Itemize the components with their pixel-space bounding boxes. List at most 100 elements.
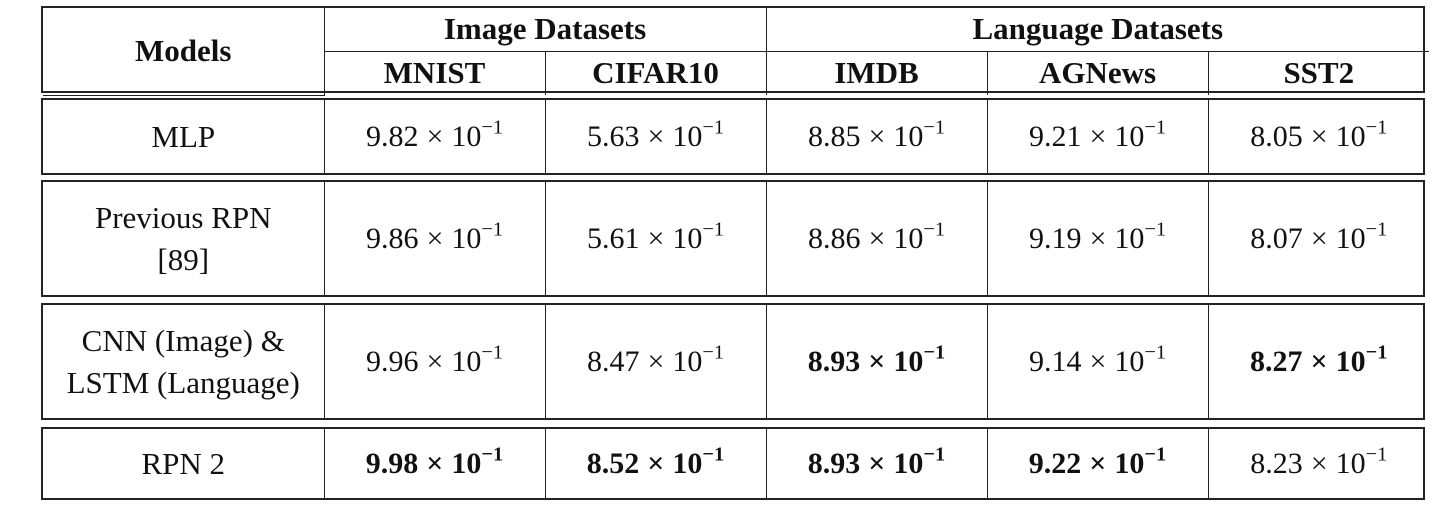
- metric-cell: 8.85 × 10−1: [765, 100, 988, 173]
- times-symbol: ×: [1089, 221, 1107, 255]
- model-name-cell: RPN 2: [43, 429, 325, 498]
- column-header-sst2: SST2: [1207, 50, 1430, 95]
- row-table: MLP 9.82 × 10−1 5.63 × 10−1 8.85 × 10−1 9.21 × 10−1 8…: [43, 100, 1429, 173]
- metric-base: 10: [451, 119, 482, 153]
- metric-cell: 8.93 × 10−1: [765, 305, 988, 418]
- metric-base: 10: [1335, 119, 1366, 153]
- metric-base: 10: [1114, 119, 1145, 153]
- metric-mantissa: 9.82: [365, 119, 419, 153]
- metric-base: 10: [1335, 344, 1366, 378]
- table-row-block: Previous RPN [89] 9.86 × 10−1 5.61 × 10−1 8.86 × 1…: [41, 180, 1429, 297]
- metric-base: 10: [1114, 221, 1145, 255]
- model-name-line: RPN 2: [141, 445, 226, 481]
- metric-mantissa: 8.93: [807, 446, 861, 480]
- metric-exponent: −1: [1365, 442, 1388, 465]
- metric-exponent: −1: [1144, 340, 1167, 363]
- metric-cell: 5.63 × 10−1: [544, 100, 767, 173]
- metric-base: 10: [1114, 446, 1145, 480]
- metric-cell: 9.96 × 10−1: [323, 305, 546, 418]
- models-header: Models: [43, 8, 325, 96]
- metric-exponent: −1: [1365, 115, 1388, 138]
- row-table: CNN (Image) & LSTM (Language) 9.96 × 10−1 8.4…: [43, 305, 1429, 418]
- metric-exponent: −1: [1144, 442, 1167, 465]
- metric-cell: 9.82 × 10−1: [323, 100, 546, 173]
- metric-cell: 9.21 × 10−1: [986, 100, 1209, 173]
- metric-base: 10: [1335, 446, 1366, 480]
- metric-mantissa: 5.61: [586, 221, 640, 255]
- model-name-line: [89]: [157, 241, 210, 277]
- metric-cell: 8.27 × 10−1: [1207, 305, 1429, 418]
- times-symbol: ×: [1089, 446, 1107, 480]
- metric-base: 10: [1335, 221, 1366, 255]
- metric-base: 10: [672, 221, 703, 255]
- metric-cell: 9.22 × 10−1: [986, 429, 1209, 498]
- header-table: Models Image Datasets Language Datasets …: [43, 8, 1430, 96]
- metric-cell: 9.86 × 10−1: [323, 182, 546, 295]
- model-name-line: CNN (Image) &: [81, 322, 285, 358]
- group-header-image: Image Datasets: [323, 8, 767, 52]
- metric-cell: 5.61 × 10−1: [544, 182, 767, 295]
- metric-cell: 9.14 × 10−1: [986, 305, 1209, 418]
- metric-base: 10: [893, 446, 924, 480]
- metric-base: 10: [451, 344, 482, 378]
- metric-exponent: −1: [481, 340, 504, 363]
- metric-exponent: −1: [481, 442, 504, 465]
- metric-base: 10: [451, 221, 482, 255]
- metric-cell: 8.05 × 10−1: [1207, 100, 1429, 173]
- metric-cell: 8.52 × 10−1: [544, 429, 767, 498]
- metric-exponent: −1: [1144, 217, 1167, 240]
- metric-base: 10: [893, 119, 924, 153]
- metric-mantissa: 8.85: [807, 119, 861, 153]
- metric-mantissa: 5.63: [586, 119, 640, 153]
- times-symbol: ×: [1310, 446, 1328, 480]
- metric-mantissa: 8.05: [1250, 119, 1303, 153]
- row-table: RPN 2 9.98 × 10−1 8.52 × 10−1 8.93 × 10−1 9.22 × 10−…: [43, 429, 1429, 498]
- times-symbol: ×: [1089, 344, 1107, 378]
- table-row: Previous RPN [89] 9.86 × 10−1 5.61 × 10−1 8.86 × 1…: [43, 182, 1429, 295]
- metric-exponent: −1: [923, 340, 946, 363]
- times-symbol: ×: [426, 446, 444, 480]
- times-symbol: ×: [868, 446, 886, 480]
- metric-mantissa: 9.21: [1028, 119, 1082, 153]
- column-header-imdb: IMDB: [765, 50, 988, 95]
- metric-mantissa: 8.07: [1250, 221, 1303, 255]
- metric-mantissa: 9.96: [365, 344, 419, 378]
- times-symbol: ×: [1089, 119, 1107, 153]
- table-header-block: Models Image Datasets Language Datasets …: [41, 6, 1430, 96]
- metric-exponent: −1: [702, 115, 725, 138]
- metric-mantissa: 9.86: [365, 221, 419, 255]
- metric-exponent: −1: [1365, 217, 1388, 240]
- metric-cell: 9.98 × 10−1: [323, 429, 546, 498]
- metric-cell: 8.23 × 10−1: [1207, 429, 1429, 498]
- times-symbol: ×: [426, 221, 444, 255]
- times-symbol: ×: [1310, 344, 1328, 378]
- times-symbol: ×: [1310, 119, 1328, 153]
- times-symbol: ×: [647, 446, 665, 480]
- metric-mantissa: 9.22: [1028, 446, 1082, 480]
- table-row: MLP 9.82 × 10−1 5.63 × 10−1 8.85 × 10−1 9.21 × 10−1 8…: [43, 100, 1429, 173]
- metric-mantissa: 9.19: [1028, 221, 1082, 255]
- model-name-line: Previous RPN: [94, 199, 272, 235]
- metric-cell: 8.47 × 10−1: [544, 305, 767, 418]
- model-name-cell: CNN (Image) & LSTM (Language): [43, 305, 325, 418]
- table-row-block: RPN 2 9.98 × 10−1 8.52 × 10−1 8.93 × 10−1 9.22 × 10−…: [41, 427, 1429, 500]
- metric-exponent: −1: [481, 217, 504, 240]
- times-symbol: ×: [868, 344, 886, 378]
- column-header-mnist: MNIST: [324, 50, 546, 95]
- metric-mantissa: 8.27: [1250, 344, 1303, 378]
- metric-mantissa: 9.14: [1028, 344, 1082, 378]
- model-name-line: MLP: [151, 118, 216, 154]
- table-row-block: MLP 9.82 × 10−1 5.63 × 10−1 8.85 × 10−1 9.21 × 10−1 8…: [41, 98, 1429, 175]
- table-row-block: CNN (Image) & LSTM (Language) 9.96 × 10−1 8.4…: [41, 303, 1429, 420]
- metric-mantissa: 8.86: [807, 221, 861, 255]
- metric-exponent: −1: [481, 115, 504, 138]
- metric-base: 10: [672, 344, 703, 378]
- metric-base: 10: [893, 344, 924, 378]
- metric-cell: 8.93 × 10−1: [765, 429, 988, 498]
- metric-mantissa: 8.23: [1250, 446, 1303, 480]
- metric-mantissa: 8.47: [586, 344, 640, 378]
- times-symbol: ×: [647, 344, 665, 378]
- column-header-cifar10: CIFAR10: [544, 50, 767, 95]
- metric-base: 10: [672, 119, 703, 153]
- times-symbol: ×: [647, 221, 665, 255]
